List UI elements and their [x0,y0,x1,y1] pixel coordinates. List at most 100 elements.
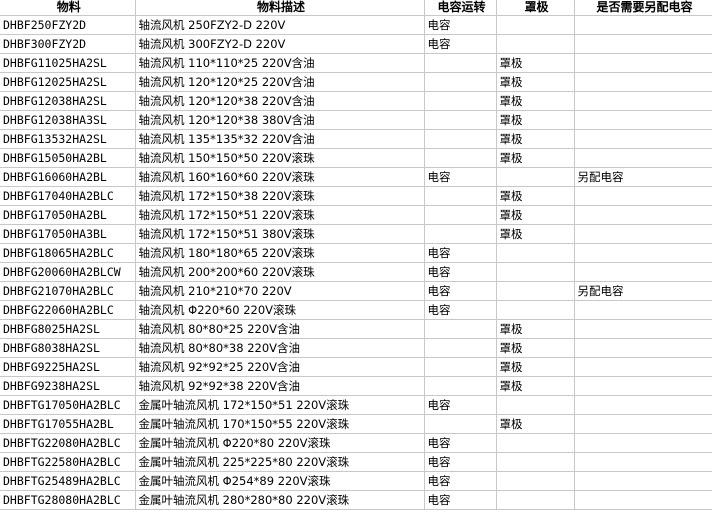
cell-shaded-pole[interactable]: 罩极 [495,53,575,73]
cell-capacitor-run[interactable]: 电容 [423,281,497,301]
cell-extra-capacitor[interactable] [573,395,712,415]
cell-material-description[interactable]: 轴流风机 92*92*25 220V含油 [134,357,425,377]
cell-capacitor-run[interactable]: 电容 [423,15,497,35]
cell-material-code[interactable]: DHBFG21070HA2BLC [0,281,136,301]
cell-extra-capacitor[interactable] [573,91,712,111]
cell-capacitor-run[interactable] [423,224,497,244]
cell-shaded-pole[interactable] [495,243,575,263]
cell-material-code[interactable]: DHBFTG17050HA2BLC [0,395,136,415]
cell-capacitor-run[interactable]: 电容 [423,262,497,282]
cell-material-code[interactable]: DHBFG17050HA2BL [0,205,136,225]
cell-shaded-pole[interactable] [495,262,575,282]
cell-extra-capacitor[interactable] [573,186,712,206]
cell-extra-capacitor[interactable] [573,433,712,453]
cell-capacitor-run[interactable]: 电容 [423,433,497,453]
cell-capacitor-run[interactable] [423,205,497,225]
cell-capacitor-run[interactable] [423,338,497,358]
cell-shaded-pole[interactable] [495,471,575,491]
cell-extra-capacitor[interactable] [573,243,712,263]
cell-shaded-pole[interactable]: 罩极 [495,414,575,434]
cell-capacitor-run[interactable]: 电容 [423,490,497,510]
cell-material-description[interactable]: 金属叶轴流风机 Φ254*89 220V滚珠 [134,471,425,491]
cell-shaded-pole[interactable]: 罩极 [495,224,575,244]
cell-shaded-pole[interactable]: 罩极 [495,357,575,377]
cell-extra-capacitor[interactable] [573,53,712,73]
cell-shaded-pole[interactable]: 罩极 [495,205,575,225]
cell-material-description[interactable]: 轴流风机 210*210*70 220V [134,281,425,301]
cell-capacitor-run[interactable] [423,357,497,377]
cell-material-description[interactable]: 轴流风机 150*150*50 220V滚珠 [134,148,425,168]
cell-extra-capacitor[interactable] [573,319,712,339]
column-header-shaded-pole[interactable]: 罩极 [495,0,575,16]
cell-shaded-pole[interactable] [495,433,575,453]
cell-material-description[interactable]: 轴流风机 80*80*38 220V含油 [134,338,425,358]
cell-material-code[interactable]: DHBFG9225HA2SL [0,357,136,377]
cell-capacitor-run[interactable]: 电容 [423,471,497,491]
cell-shaded-pole[interactable]: 罩极 [495,338,575,358]
cell-material-description[interactable]: 金属叶轴流风机 225*225*80 220V滚珠 [134,452,425,472]
cell-extra-capacitor[interactable] [573,72,712,92]
cell-extra-capacitor[interactable] [573,34,712,54]
cell-material-code[interactable]: DHBF300FZY2D [0,34,136,54]
cell-material-description[interactable]: 轴流风机 200*200*60 220V滚珠 [134,262,425,282]
cell-shaded-pole[interactable] [495,452,575,472]
cell-shaded-pole[interactable] [495,15,575,35]
cell-extra-capacitor[interactable] [573,15,712,35]
cell-capacitor-run[interactable]: 电容 [423,34,497,54]
cell-material-code[interactable]: DHBFG20060HA2BLCW [0,262,136,282]
cell-shaded-pole[interactable]: 罩极 [495,319,575,339]
cell-material-code[interactable]: DHBFG12025HA2SL [0,72,136,92]
column-header-material-description[interactable]: 物料描述 [134,0,425,16]
cell-material-description[interactable]: 金属叶轴流风机 170*150*55 220V滚珠 [134,414,425,434]
column-header-material-code[interactable]: 物料 [0,0,136,16]
cell-extra-capacitor[interactable] [573,262,712,282]
cell-capacitor-run[interactable] [423,186,497,206]
cell-material-description[interactable]: 轴流风机 160*160*60 220V滚珠 [134,167,425,187]
cell-capacitor-run[interactable]: 电容 [423,452,497,472]
cell-capacitor-run[interactable] [423,148,497,168]
cell-material-code[interactable]: DHBFG13532HA2SL [0,129,136,149]
cell-capacitor-run[interactable] [423,91,497,111]
cell-extra-capacitor[interactable] [573,110,712,130]
cell-material-description[interactable]: 轴流风机 172*150*51 220V滚珠 [134,205,425,225]
cell-extra-capacitor[interactable]: 另配电容 [573,281,712,301]
cell-capacitor-run[interactable]: 电容 [423,167,497,187]
cell-extra-capacitor[interactable] [573,224,712,244]
cell-material-description[interactable]: 轴流风机 180*180*65 220V滚珠 [134,243,425,263]
cell-shaded-pole[interactable]: 罩极 [495,376,575,396]
cell-material-description[interactable]: 轴流风机 300FZY2-D 220V [134,34,425,54]
cell-extra-capacitor[interactable] [573,376,712,396]
cell-capacitor-run[interactable]: 电容 [423,243,497,263]
cell-capacitor-run[interactable]: 电容 [423,300,497,320]
cell-extra-capacitor[interactable] [573,129,712,149]
cell-material-description[interactable]: 轴流风机 250FZY2-D 220V [134,15,425,35]
cell-extra-capacitor[interactable] [573,205,712,225]
cell-material-code[interactable]: DHBFTG22080HA2BLC [0,433,136,453]
cell-material-description[interactable]: 金属叶轴流风机 172*150*51 220V滚珠 [134,395,425,415]
cell-extra-capacitor[interactable]: 另配电容 [573,167,712,187]
cell-material-code[interactable]: DHBFG8025HA2SL [0,319,136,339]
cell-material-code[interactable]: DHBFG8038HA2SL [0,338,136,358]
cell-material-code[interactable]: DHBFG12038HA3SL [0,110,136,130]
cell-material-code[interactable]: DHBFG17050HA3BL [0,224,136,244]
cell-shaded-pole[interactable] [495,281,575,301]
cell-shaded-pole[interactable]: 罩极 [495,72,575,92]
cell-capacitor-run[interactable] [423,414,497,434]
cell-shaded-pole[interactable]: 罩极 [495,110,575,130]
cell-capacitor-run[interactable] [423,72,497,92]
cell-material-code[interactable]: DHBFG12038HA2SL [0,91,136,111]
cell-material-code[interactable]: DHBFG16060HA2BL [0,167,136,187]
cell-material-description[interactable]: 轴流风机 80*80*25 220V含油 [134,319,425,339]
cell-shaded-pole[interactable] [495,167,575,187]
cell-material-description[interactable]: 金属叶轴流风机 Φ220*80 220V滚珠 [134,433,425,453]
cell-material-description[interactable]: 轴流风机 120*120*38 220V含油 [134,91,425,111]
cell-capacitor-run[interactable] [423,376,497,396]
cell-material-description[interactable]: 轴流风机 Φ220*60 220V滚珠 [134,300,425,320]
cell-material-code[interactable]: DHBF250FZY2D [0,15,136,35]
cell-material-description[interactable]: 轴流风机 110*110*25 220V含油 [134,53,425,73]
cell-shaded-pole[interactable] [495,395,575,415]
cell-material-code[interactable]: DHBFTG22580HA2BLC [0,452,136,472]
cell-shaded-pole[interactable]: 罩极 [495,129,575,149]
cell-capacitor-run[interactable]: 电容 [423,395,497,415]
cell-material-code[interactable]: DHBFG9238HA2SL [0,376,136,396]
